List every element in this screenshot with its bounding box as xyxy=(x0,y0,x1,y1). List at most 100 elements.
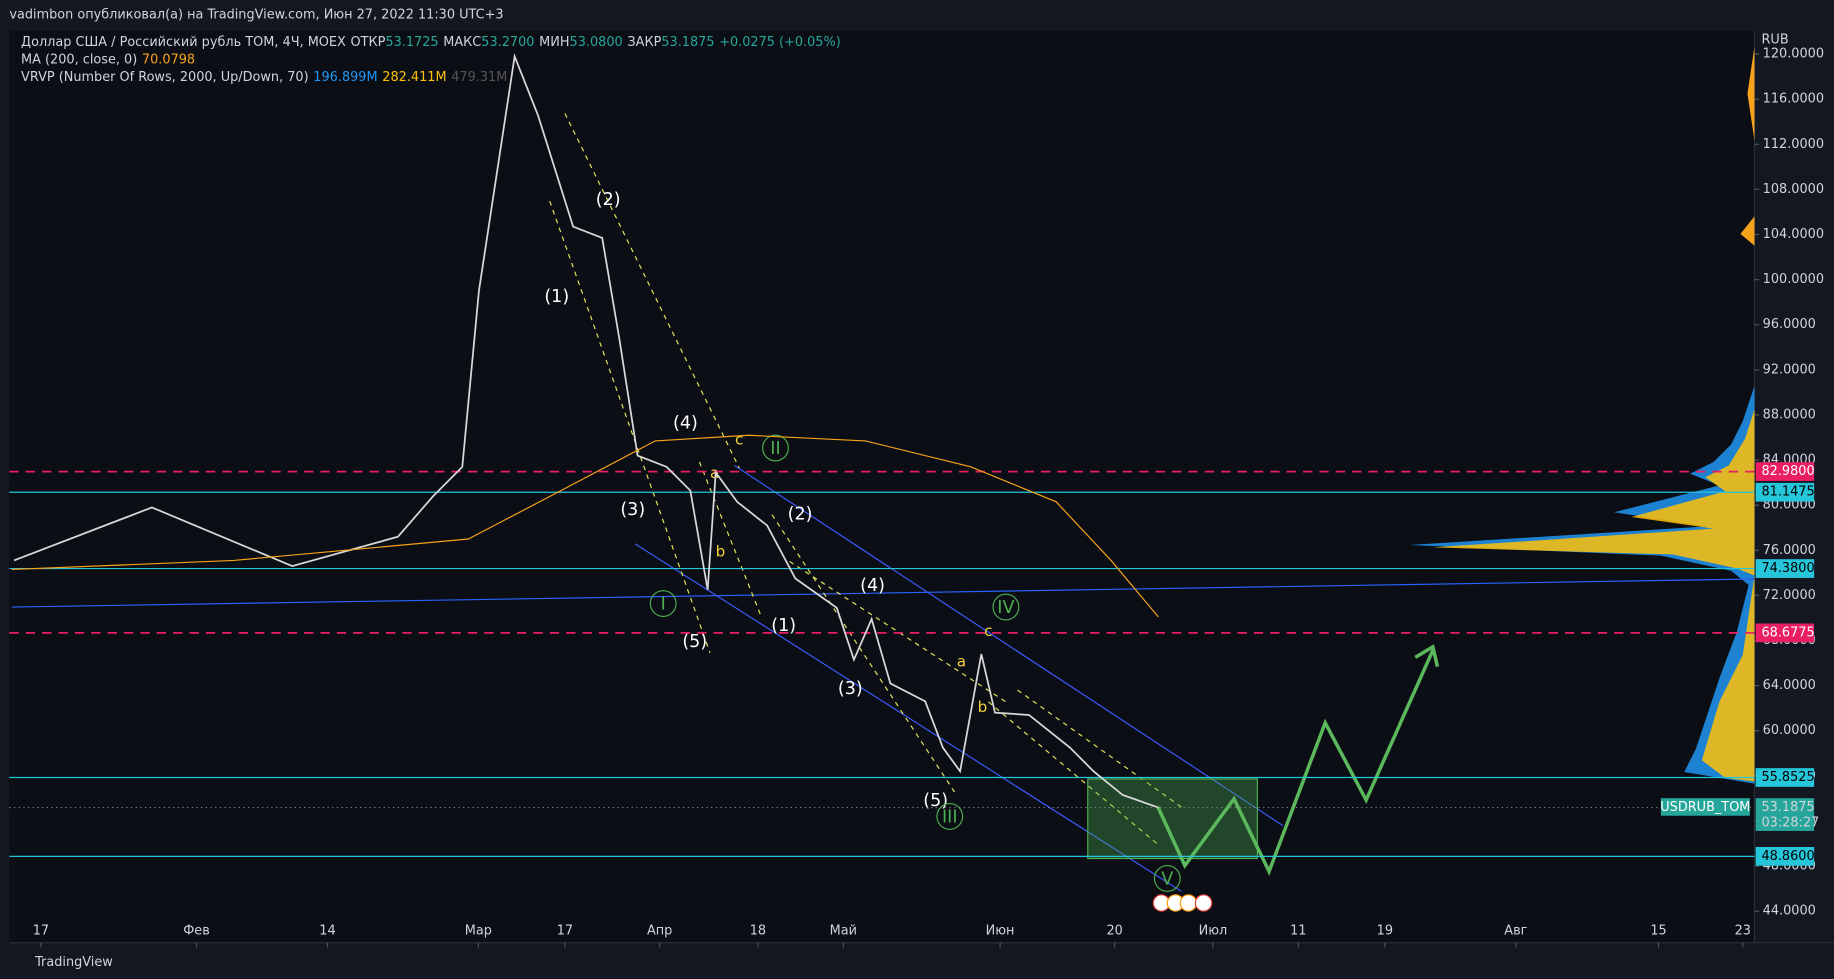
wave-label: (4) xyxy=(860,576,885,596)
wave-circle xyxy=(992,593,1020,621)
ohlc-value: 53.1875 xyxy=(661,35,714,50)
y-tick-label: 44.0000 xyxy=(1763,904,1816,919)
wave-label: a xyxy=(710,464,719,482)
x-tick-label: 18 xyxy=(750,924,766,939)
level-label: 74.3800 xyxy=(1761,561,1814,576)
wave-channels xyxy=(549,113,1182,845)
countdown: 03:28:27 xyxy=(1761,815,1819,830)
symbol-info: Доллар США / Российский рубль TOM, 4Ч, M… xyxy=(21,35,841,50)
x-tick-label: 14 xyxy=(319,924,335,939)
ohlc-value: 53.0800 xyxy=(570,35,623,50)
ma-value: 70.0798 xyxy=(142,52,195,67)
x-tick-label: 17 xyxy=(33,924,49,939)
level-label: 68.6775 xyxy=(1761,625,1814,640)
level-label: 55.8525 xyxy=(1761,770,1814,785)
x-tick-label: 20 xyxy=(1106,924,1122,939)
wave-label: (1) xyxy=(771,616,796,636)
ma-name: MA (200, close, 0) xyxy=(21,52,137,67)
wave-label: (2) xyxy=(788,505,813,525)
level-label: 81.1475 xyxy=(1761,485,1814,500)
y-tick-label: 60.0000 xyxy=(1763,723,1816,738)
ohlc-value: 53.2700 xyxy=(481,35,534,50)
wave-label: (3) xyxy=(620,500,645,520)
y-tick-label: 120.0000 xyxy=(1763,47,1824,62)
y-tick-label: 116.0000 xyxy=(1763,92,1824,107)
wave-label: II xyxy=(770,439,780,459)
y-tick-label: 104.0000 xyxy=(1763,227,1824,242)
wave-label: IV xyxy=(997,598,1014,618)
wave-circle xyxy=(649,590,677,617)
level-label: 82.9800 xyxy=(1761,464,1814,479)
y-tick-label: 96.0000 xyxy=(1763,317,1816,332)
wave-circle xyxy=(936,802,964,830)
forecast-arrow xyxy=(1414,644,1440,668)
wave-circle xyxy=(762,434,789,462)
y-tick-label: 72.0000 xyxy=(1763,588,1816,603)
x-tick-label: 17 xyxy=(557,924,573,939)
publisher: vadimbon опубликовал(а) на TradingView.c… xyxy=(9,8,503,23)
currency: RUB xyxy=(1761,32,1788,47)
wave-label: I xyxy=(661,595,666,615)
level-tag xyxy=(1755,846,1815,866)
wave-circle xyxy=(1153,864,1181,892)
wave-label: V xyxy=(1161,870,1173,890)
price-label: 53.1875 xyxy=(1761,800,1814,815)
plot-area xyxy=(9,30,1755,943)
x-tick-label: 19 xyxy=(1377,924,1393,939)
x-tick-label: Фев xyxy=(183,924,210,939)
level-tag xyxy=(1755,482,1815,502)
level-label: 48.8600 xyxy=(1761,849,1814,864)
level-tag xyxy=(1755,462,1815,481)
event-icons xyxy=(1152,894,1213,912)
y-tick-label: 112.0000 xyxy=(1763,137,1824,152)
ohlc-label: МИН xyxy=(539,35,569,50)
volume-upper xyxy=(1740,46,1755,246)
wave-label: b xyxy=(716,543,726,561)
brand: TradingView xyxy=(34,955,113,970)
y-tick-label: 92.0000 xyxy=(1763,362,1816,377)
y-tick-label: 76.0000 xyxy=(1763,543,1816,558)
x-tick-label: 23 xyxy=(1735,924,1751,939)
x-tick-label: Май xyxy=(830,924,857,939)
level-tag xyxy=(1755,623,1815,643)
wave-label: a xyxy=(957,653,966,671)
vrvp-name: VRVP (Number Of Rows, 2000, Up/Down, 70) xyxy=(21,70,309,85)
vrvp-value: 479.31M xyxy=(451,70,507,85)
vrvp-value: 282.411M xyxy=(382,70,446,85)
level-tag xyxy=(1755,559,1815,578)
target-zone xyxy=(1087,778,1258,860)
x-tick-label: Авг xyxy=(1504,924,1527,939)
level-tag xyxy=(1755,768,1815,787)
symbol: Доллар США / Российский рубль TOM, 4Ч, M… xyxy=(21,35,346,50)
vrvp-info: VRVP (Number Of Rows, 2000, Up/Down, 70)… xyxy=(21,70,507,85)
x-tick-label: 11 xyxy=(1290,924,1306,939)
ohlc-label: ЗАКР xyxy=(627,35,661,50)
wave-label: b xyxy=(978,698,988,716)
x-tick-label: 15 xyxy=(1650,924,1666,939)
y-tick-label: 100.0000 xyxy=(1763,272,1824,287)
volume-down xyxy=(1432,409,1755,782)
wave-labels: (2) (1) (4) (3) (5) c a b (2) (1) (4) (3… xyxy=(544,190,1181,892)
ohlc-label: МАКС xyxy=(443,35,481,50)
ma-info: MA (200, close, 0) 70.0798 xyxy=(21,52,195,67)
wave-label: (2) xyxy=(596,190,621,210)
channel-line xyxy=(634,543,1182,892)
moving-average xyxy=(11,434,1159,618)
forecast-path xyxy=(1156,649,1435,876)
wave-label: (4) xyxy=(673,413,698,433)
wave-label: (3) xyxy=(838,679,863,699)
vrvp-value: 196.899M xyxy=(313,70,377,85)
y-tick-label: 64.0000 xyxy=(1763,678,1816,693)
x-tick-label: Июл xyxy=(1199,924,1228,939)
volume-profile xyxy=(1409,46,1755,784)
x-tick-label: Мар xyxy=(465,924,492,939)
wave-label: c xyxy=(735,430,743,448)
trend-line xyxy=(11,578,1755,608)
wave-label: (1) xyxy=(544,287,569,307)
x-tick-label: Июн xyxy=(986,924,1015,939)
y-tick-label: 88.0000 xyxy=(1763,407,1816,422)
wave-label: (5) xyxy=(682,632,707,652)
ohlc-label: ОТКР xyxy=(351,35,386,50)
wave-label: III xyxy=(942,808,958,828)
